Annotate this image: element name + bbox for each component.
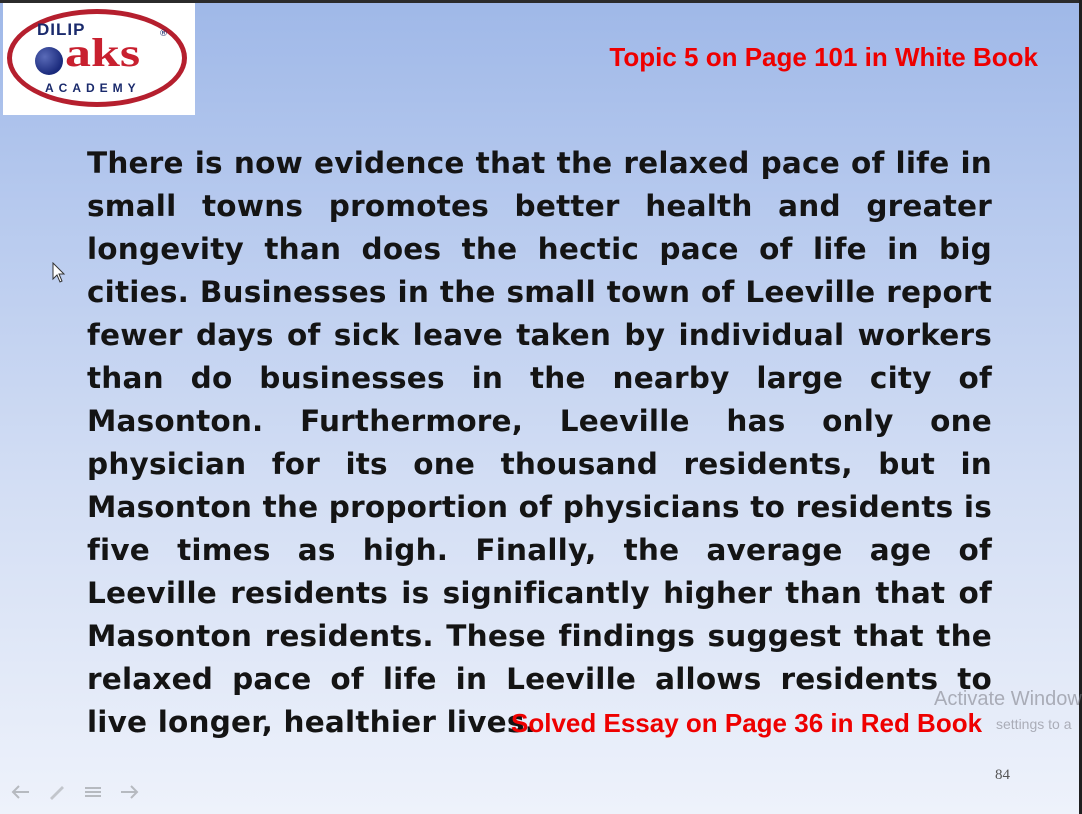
window-right-border: [1079, 0, 1082, 814]
activation-watermark-title: Activate Window: [934, 688, 1082, 710]
logo-top-text: DILIP: [37, 20, 86, 39]
topic-reference: Topic 5 on Page 101 in White Book: [609, 42, 1038, 72]
essay-prompt: There is now evidence that the relaxed p…: [87, 146, 992, 739]
menu-icon[interactable]: [82, 783, 104, 801]
next-arrow-icon[interactable]: [118, 783, 140, 801]
slideshow-controls: [10, 783, 140, 801]
previous-arrow-icon[interactable]: [10, 783, 32, 801]
logo-ring: [7, 9, 187, 107]
academy-logo: DILIP aks ® ACADEMY: [3, 3, 195, 115]
logo-main-text: aks: [65, 30, 141, 75]
globe-icon: [35, 47, 63, 75]
pen-icon[interactable]: [46, 783, 68, 801]
slide-number: 84: [995, 767, 1010, 783]
registered-mark: ®: [159, 29, 168, 39]
solved-essay-reference: Solved Essay on Page 36 in Red Book: [511, 708, 983, 738]
activation-watermark-subtitle: settings to a: [996, 716, 1072, 732]
window-top-border: [0, 0, 1082, 3]
mouse-pointer-icon: [52, 262, 66, 283]
logo-bottom-text: ACADEMY: [45, 81, 141, 95]
